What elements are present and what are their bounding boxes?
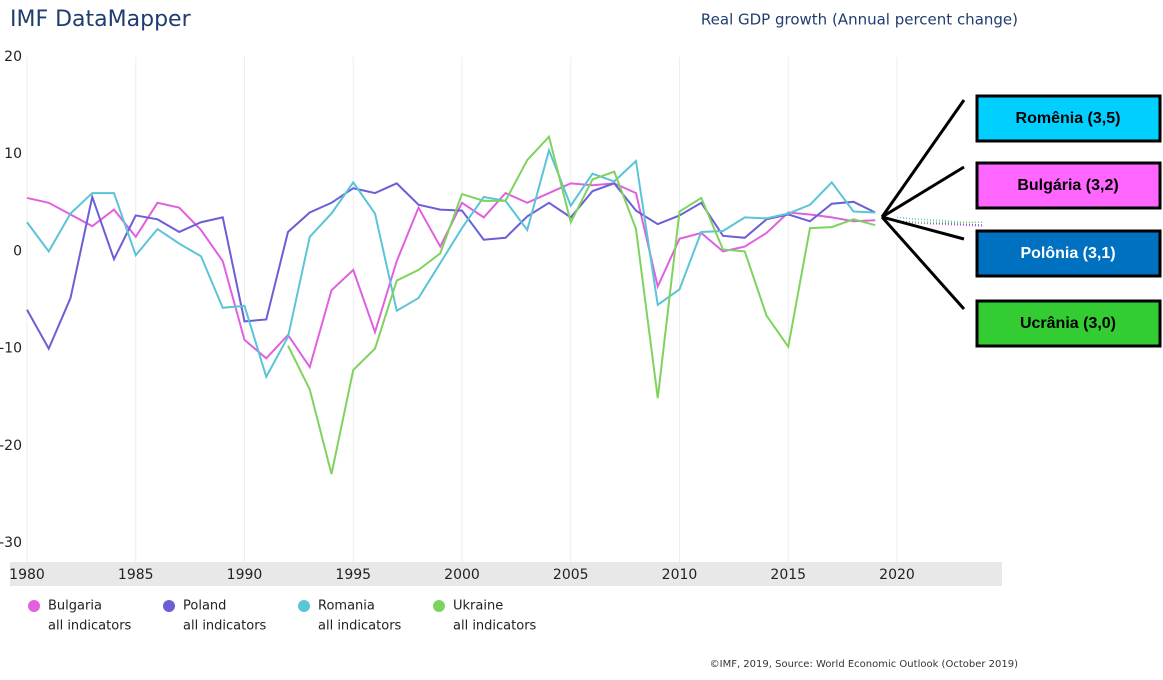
- y-tick-label: -10: [0, 341, 22, 357]
- forecast-line: [896, 221, 985, 227]
- legend-marker: [433, 600, 445, 612]
- series-line: [287, 134, 876, 475]
- callout-box: [975, 299, 1162, 348]
- x-tick-label: 2020: [879, 567, 915, 583]
- legend-marker: [163, 600, 175, 612]
- x-tick-label: 1990: [227, 567, 263, 583]
- legend-marker: [298, 600, 310, 612]
- callout-box: [975, 161, 1162, 210]
- y-tick-label: -20: [0, 438, 22, 454]
- y-tick-label: 10: [4, 146, 22, 162]
- legend-label: Bulgaria: [48, 599, 102, 614]
- series-line: [26, 147, 876, 380]
- chart-title: IMF DataMapper: [10, 7, 192, 32]
- x-tick-label: 2010: [662, 567, 698, 583]
- series-line: [26, 182, 876, 351]
- callout-box: [975, 94, 1162, 143]
- forecast-line: [896, 220, 985, 226]
- x-tick-label: 2015: [770, 567, 806, 583]
- y-tick-label: -30: [0, 535, 22, 551]
- x-axis-band: [10, 562, 1002, 586]
- callout-text: Polônia (3,1): [1020, 245, 1115, 262]
- callout-box: [975, 229, 1162, 278]
- callout-pointer: [881, 215, 965, 241]
- x-tick-label: 1980: [9, 567, 45, 583]
- legend-marker: [28, 600, 40, 612]
- callout-pointer: [880, 216, 966, 310]
- legend-label: Poland: [183, 599, 226, 614]
- callout-pointer: [880, 99, 966, 218]
- callout-text: Bulgária (3,2): [1017, 177, 1118, 194]
- legend-sublabel: all indicators: [318, 619, 402, 634]
- callout-text: Romênia (3,5): [1016, 110, 1121, 127]
- source: ©IMF, 2019, Source: World Economic Outlo…: [710, 659, 1018, 670]
- forecast-line: [896, 216, 984, 223]
- callout-pointer: [881, 165, 965, 219]
- callout-text: Ucrânia (3,0): [1020, 315, 1116, 332]
- x-tick-label: 1995: [335, 567, 371, 583]
- x-tick-label: 2000: [444, 567, 480, 583]
- y-tick-label: 20: [4, 49, 22, 65]
- legend-sublabel: all indicators: [183, 619, 267, 634]
- legend-sublabel: all indicators: [48, 619, 132, 634]
- chart-subtitle: Real GDP growth (Annual percent change): [701, 11, 1018, 29]
- legend-sublabel: all indicators: [453, 619, 537, 634]
- legend-label: Romania: [318, 599, 375, 614]
- y-tick-label: 0: [13, 243, 22, 259]
- x-tick-label: 1985: [118, 567, 154, 583]
- x-tick-label: 2005: [553, 567, 589, 583]
- legend-label: Ukraine: [453, 599, 503, 614]
